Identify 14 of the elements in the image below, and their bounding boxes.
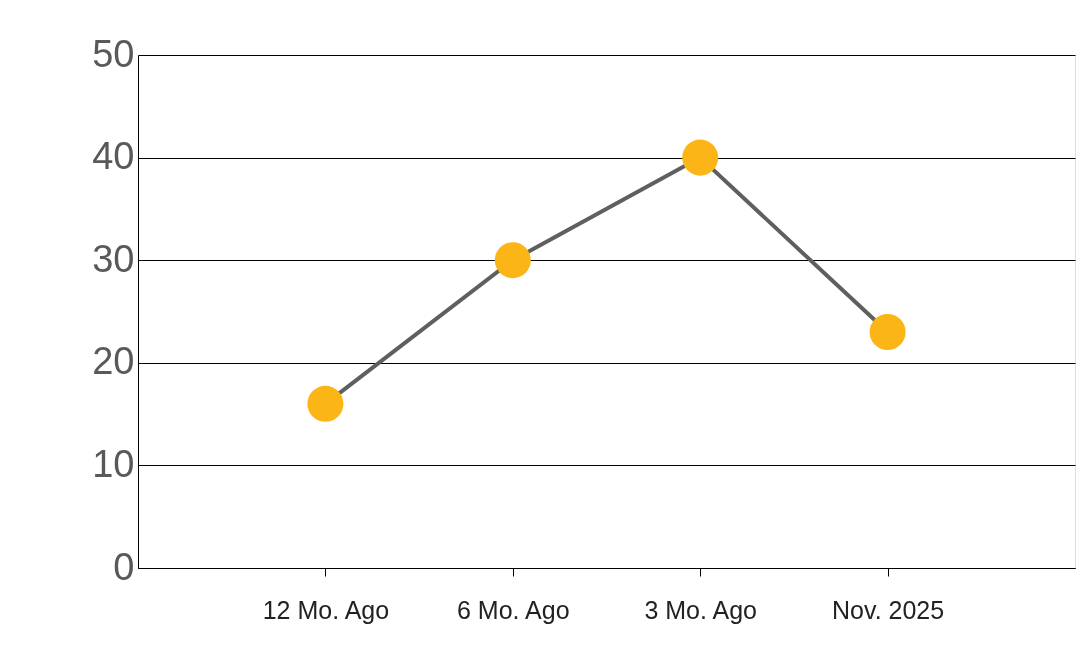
point: [869, 314, 906, 351]
y-tick-label: 30: [92, 237, 135, 280]
y-tick-label: 40: [92, 135, 135, 178]
point: [307, 385, 344, 422]
x-tick-label: Nov. 2025: [832, 595, 945, 624]
point: [494, 242, 531, 279]
x-tick-label: 3 Mo. Ago: [644, 595, 757, 624]
x-tick-label: 6 Mo. Ago: [457, 595, 570, 624]
y-tick-label: 10: [92, 442, 135, 485]
x-tick-label: 12 Mo. Ago: [262, 595, 390, 624]
y-tick-label: 20: [92, 340, 135, 383]
y-tick-label: 50: [92, 32, 135, 75]
point: [682, 139, 719, 176]
y-tick-label: 0: [113, 545, 135, 588]
